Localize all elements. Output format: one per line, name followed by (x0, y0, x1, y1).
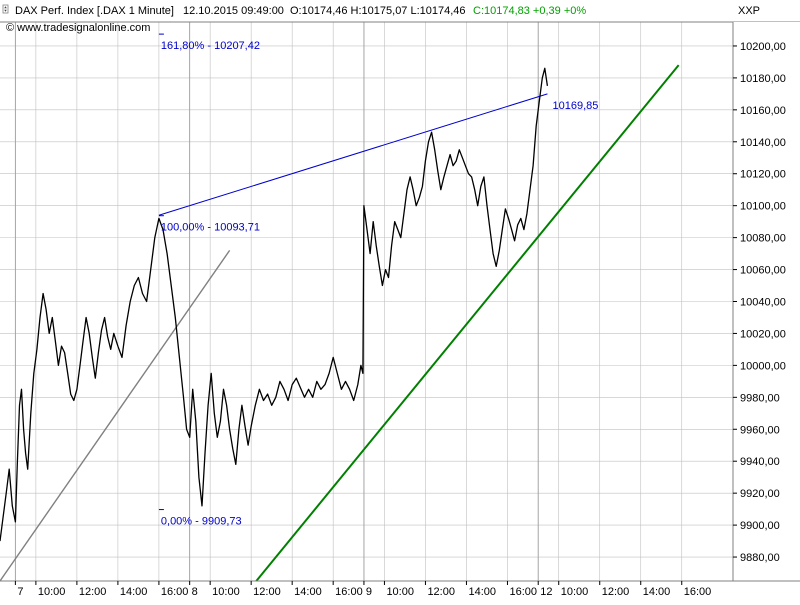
y-tick-label: 10040,00 (740, 297, 786, 309)
x-tick-label: 16:00 (161, 586, 189, 598)
fib-label: 10169,85 (553, 100, 599, 112)
y-tick-label: 10080,00 (740, 233, 786, 245)
y-tick-label: 10060,00 (740, 265, 786, 277)
header-change: C:10174,83 +0,39 +0% (473, 5, 586, 17)
x-tick-label: 14:00 (120, 586, 148, 598)
x-tick-label: 10:00 (561, 586, 589, 598)
x-tick-label: 9 (366, 586, 372, 598)
price-line (0, 67, 549, 542)
annotations: 161,80% - 10207,42 100,00% - 10093,71 0,00… (158, 33, 599, 528)
x-tick-label: 12:00 (253, 586, 281, 598)
fib-label: 161,80% - 10207,42 (161, 40, 260, 52)
trendline-blue (158, 93, 548, 216)
y-tick-label: 9980,00 (740, 392, 780, 404)
y-tick-label: 10160,00 (740, 105, 786, 117)
x-tick-label: 14:00 (294, 586, 322, 598)
y-tick-label: 9920,00 (740, 488, 780, 500)
x-tick-label: 12 (540, 586, 552, 598)
x-tick-label: 12:00 (602, 586, 630, 598)
y-tick-label: 9940,00 (740, 456, 780, 468)
price-series (0, 67, 549, 542)
grid (0, 21, 800, 581)
y-tick-label: 10000,00 (740, 360, 786, 372)
header-symbol: DAX Perf. Index [.DAX 1 Minute] (15, 5, 174, 17)
y-tick-label: 9960,00 (740, 424, 780, 436)
x-tick-label: 8 (192, 586, 198, 598)
trendlines (0, 64, 680, 582)
trendline-gray (0, 249, 231, 582)
header-ohlc: O:10174,46 H:10175,07 L:10174,46 (290, 5, 466, 17)
fib-label: 0,00% - 9909,73 (161, 516, 242, 528)
y-tick-label: 10180,00 (740, 73, 786, 85)
x-tick-label: 14:00 (468, 586, 496, 598)
x-tick-label: 12:00 (79, 586, 107, 598)
y-tick-label: 10140,00 (740, 137, 786, 149)
chart-header: DAX Perf. Index [.DAX 1 Minute] 12.10.20… (2, 4, 760, 34)
exchange-label: XXP (738, 5, 760, 17)
x-tick-label: 10:00 (212, 586, 240, 598)
source-watermark: © www.tradesignalonline.com (6, 22, 150, 34)
axes: 9880,00 9900,00 9920,00 9940,00 9960,00 9980,… (0, 22, 800, 598)
x-tick-label: 16:00 (509, 586, 537, 598)
y-tick-label: 10200,00 (740, 41, 786, 53)
y-axis-panel (733, 22, 800, 581)
fib-label: 100,00% - 10093,71 (161, 222, 260, 234)
x-tick-label: 16:00 (335, 586, 363, 598)
x-tick-label: 16:00 (684, 586, 712, 598)
y-tick-label: 9880,00 (740, 552, 780, 564)
x-tick-label: 10:00 (386, 586, 414, 598)
sort-arrows-icon (2, 4, 9, 14)
x-tick-label: 14:00 (643, 586, 671, 598)
y-tick-label: 10020,00 (740, 328, 786, 340)
x-tick-label: 12:00 (427, 586, 455, 598)
y-tick-label: 10120,00 (740, 169, 786, 181)
header-datetime: 12.10.2015 09:49:00 (183, 5, 284, 17)
y-tick-label: 10100,00 (740, 201, 786, 213)
trendline-green (255, 64, 680, 582)
x-tick-label: 7 (17, 586, 23, 598)
x-tick-label: 10:00 (38, 586, 66, 598)
y-tick-label: 9900,00 (740, 520, 780, 532)
